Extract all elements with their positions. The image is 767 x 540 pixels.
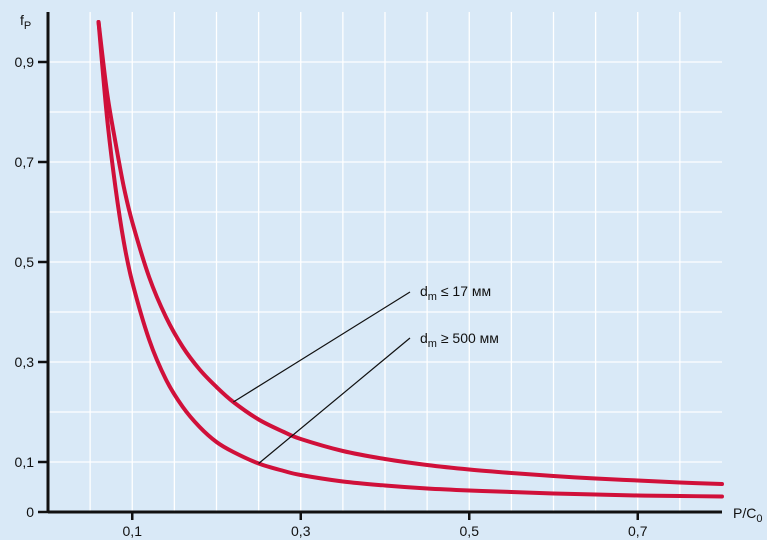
y-tick-label: 0,3 [15, 354, 35, 370]
gridlines [48, 12, 722, 512]
y-tick-label: 0,1 [15, 454, 35, 470]
y-tick-label: 0,5 [15, 254, 35, 270]
tick-labels: 0 0,1 0,3 0,5 0,7 0,9 0,1 0,3 0,5 0,7 [15, 54, 648, 539]
y-tick-label: 0 [26, 504, 34, 520]
axes [38, 12, 722, 520]
y-axis-label: fP [20, 12, 31, 32]
x-tick-label: 0,7 [628, 523, 648, 539]
series-label-small-dm: dm ≤ 17 мм [420, 283, 491, 303]
curves [96, 20, 724, 499]
series-label-large-dm: dm ≥ 500 мм [420, 330, 499, 350]
x-tick-label: 0,3 [291, 523, 311, 539]
curve-line-series-0 [96, 20, 724, 486]
x-tick-label: 0,1 [123, 523, 143, 539]
curve-line-series-1 [96, 20, 724, 499]
y-tick-label: 0,7 [15, 154, 35, 170]
annotation-leaders [233, 291, 411, 464]
y-tick-label: 0,9 [15, 54, 35, 70]
x-tick-label: 0,5 [460, 523, 480, 539]
leader-line-1 [258, 337, 411, 464]
x-axis-label: P/C0 [733, 505, 762, 525]
leader-line-0 [233, 291, 411, 403]
